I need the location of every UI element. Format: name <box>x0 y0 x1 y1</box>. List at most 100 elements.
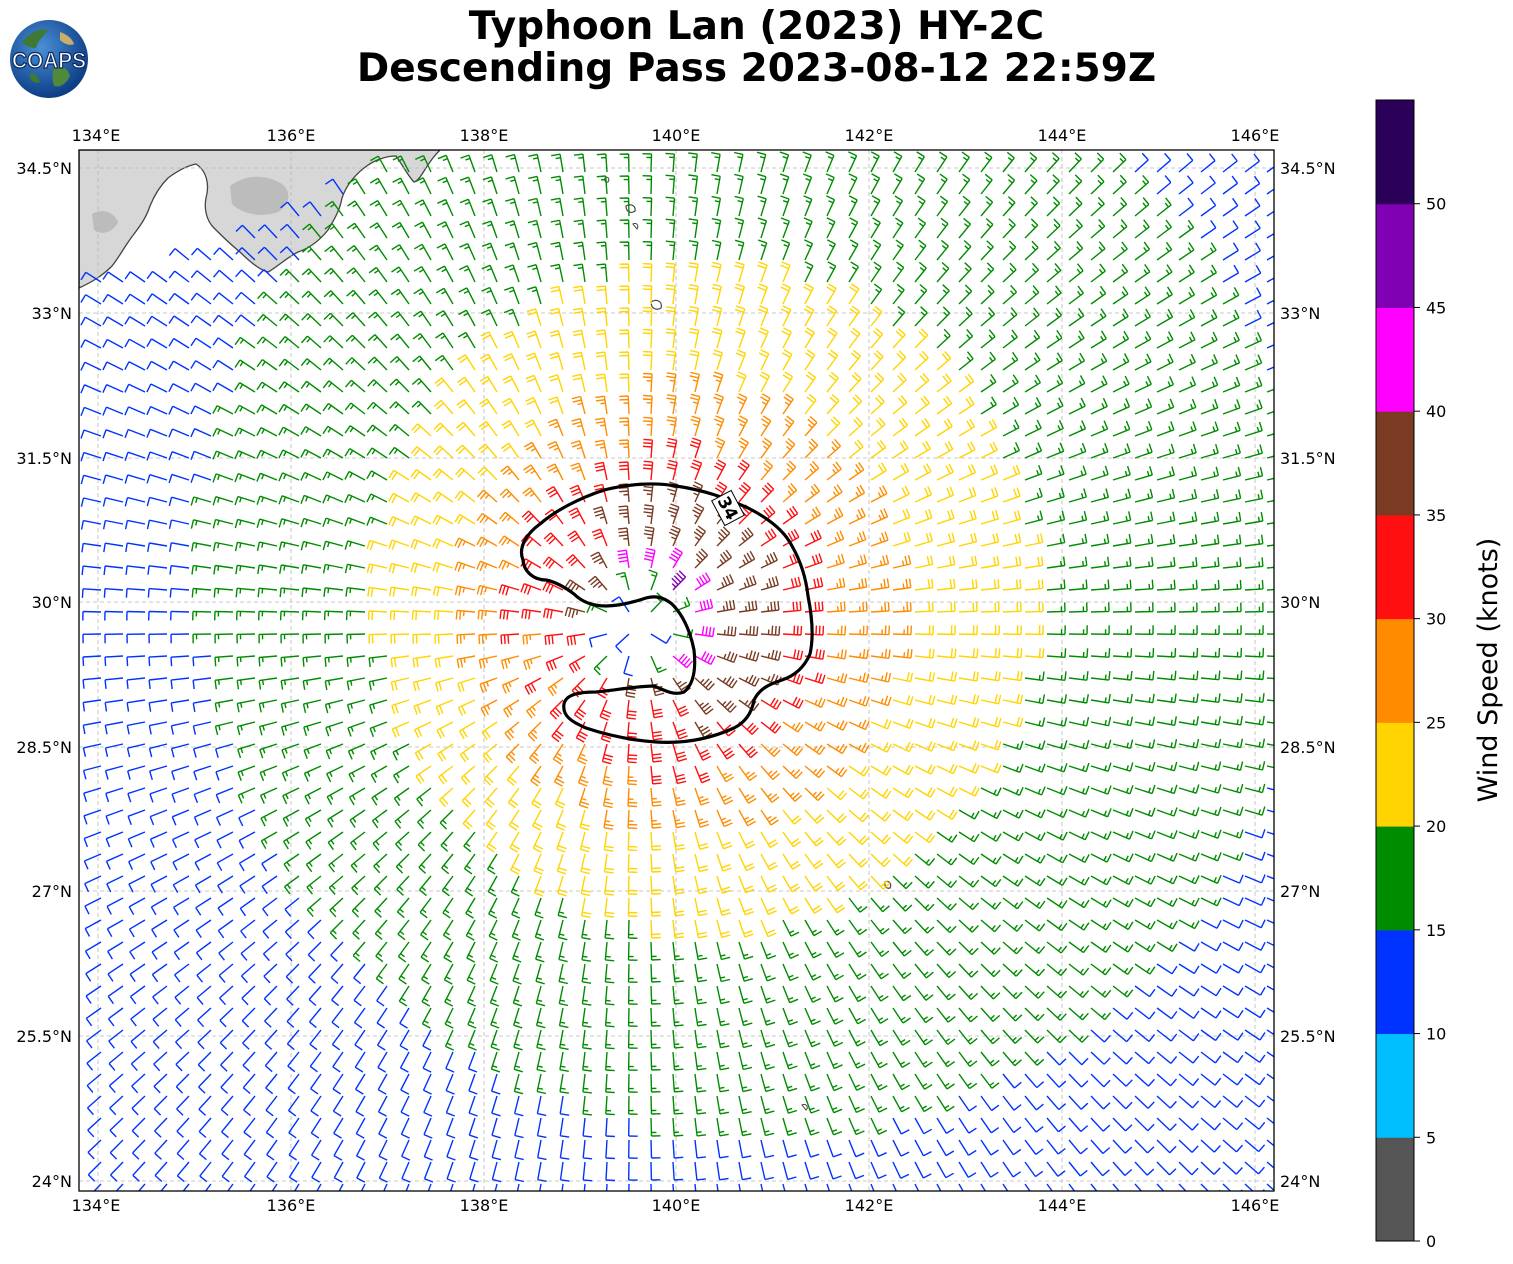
lat-label-left: 30°N <box>32 593 72 612</box>
wind-barb <box>1024 510 1044 525</box>
lat-labels-right: 34.5°N 33°N 31.5°N 30°N 28.5°N 27°N 25.5… <box>1280 159 1336 1191</box>
wind-barb <box>556 853 568 875</box>
wind-barb <box>914 1183 920 1191</box>
wind-barb <box>980 787 1002 797</box>
wind-barb <box>1024 831 1046 842</box>
wind-barb <box>802 173 813 195</box>
wind-barb <box>391 721 410 738</box>
wind-barb <box>146 315 168 327</box>
wind-barb <box>870 1007 889 1024</box>
wind-barb <box>1046 985 1068 999</box>
wind-barb <box>1222 1095 1244 1108</box>
wind-barb <box>958 786 980 797</box>
wind-barb <box>1024 671 1045 682</box>
colorbar-swatch <box>1376 203 1414 308</box>
wind-barb <box>1244 647 1265 658</box>
wind-barb <box>1266 1051 1274 1058</box>
wind-barb <box>478 443 498 459</box>
wind-barb <box>650 1073 661 1093</box>
wind-barb <box>412 655 432 668</box>
wind-barb <box>672 1073 684 1093</box>
wind-barb <box>399 1051 410 1073</box>
wind-barb <box>1002 396 1020 415</box>
wind-barb <box>1156 331 1174 349</box>
wind-barb <box>150 897 168 916</box>
wind-barb <box>468 1139 479 1161</box>
wind-barb <box>665 174 676 195</box>
wind-barb <box>826 394 840 415</box>
wind-barb <box>490 1051 501 1073</box>
wind-barb <box>826 349 839 371</box>
colorbar-frame <box>1375 99 1415 1242</box>
wind-barb <box>1112 353 1130 371</box>
wind-barb <box>694 1029 707 1049</box>
wind-barb <box>826 553 845 569</box>
wind-barb <box>1222 579 1242 591</box>
wind-barb <box>102 293 124 305</box>
wind-barb <box>1112 602 1132 613</box>
wind-barb <box>581 919 591 940</box>
wind-barb <box>258 655 278 667</box>
wind-barb <box>413 265 432 283</box>
wind-barb <box>892 462 910 481</box>
wind-barb <box>1178 219 1195 239</box>
wind-barb <box>605 1051 615 1072</box>
wind-barb <box>826 283 837 305</box>
wind-barb <box>132 1161 146 1182</box>
wind-barb <box>619 219 630 239</box>
wind-barb <box>148 633 168 644</box>
wind-barb <box>490 1029 500 1051</box>
wind-barb <box>600 721 613 743</box>
wind-barb <box>619 285 630 305</box>
wind-barb <box>309 1029 322 1051</box>
wind-barb <box>582 1161 593 1182</box>
wind-barb <box>1068 174 1083 195</box>
wind-barb <box>433 445 454 459</box>
wind-barb <box>1244 715 1265 726</box>
wind-barb <box>285 941 300 962</box>
wind-barb <box>81 588 102 598</box>
wind-barb <box>980 218 994 239</box>
wind-barb <box>281 721 300 736</box>
wind-barb <box>256 495 278 505</box>
wind-barb <box>1134 466 1153 481</box>
wind-barb <box>691 481 704 503</box>
wind-barb <box>1222 264 1240 283</box>
wind-barb <box>389 610 410 621</box>
wind-barb <box>713 459 727 481</box>
wind-barb <box>79 1052 80 1053</box>
wind-barb <box>672 596 691 613</box>
wind-barb <box>440 831 454 852</box>
wind-barb <box>369 721 388 738</box>
wind-barb <box>1156 241 1173 261</box>
wind-barb <box>79 700 80 701</box>
lon-label-top: 136°E <box>267 126 316 145</box>
wind-barb <box>490 1073 501 1095</box>
wind-barb <box>826 897 846 914</box>
wind-barb <box>198 1139 212 1161</box>
wind-barb <box>171 809 190 826</box>
wind-barb <box>936 671 957 682</box>
wind-barb <box>1090 263 1106 283</box>
wind-barb <box>870 261 882 283</box>
wind-barb <box>1112 875 1134 886</box>
wind-barb <box>688 327 700 349</box>
wind-barb <box>1024 579 1044 591</box>
wind-barb <box>1090 375 1108 393</box>
wind-barb <box>108 1029 124 1049</box>
wind-barb <box>1178 1095 1200 1109</box>
wind-barb <box>892 239 904 261</box>
wind-barb <box>330 963 344 985</box>
wind-barb <box>395 831 410 852</box>
wind-barb <box>300 403 322 415</box>
wind-barb <box>176 1139 190 1161</box>
wind-barb <box>438 765 454 785</box>
wind-barb <box>1200 421 1219 437</box>
wind-barb <box>804 1161 820 1180</box>
wind-barb <box>344 493 366 504</box>
wind-barb <box>79 788 80 789</box>
wind-barb <box>914 875 935 889</box>
wind-barb <box>1046 556 1066 569</box>
wind-barb <box>477 609 498 620</box>
wind-barb <box>411 400 432 415</box>
